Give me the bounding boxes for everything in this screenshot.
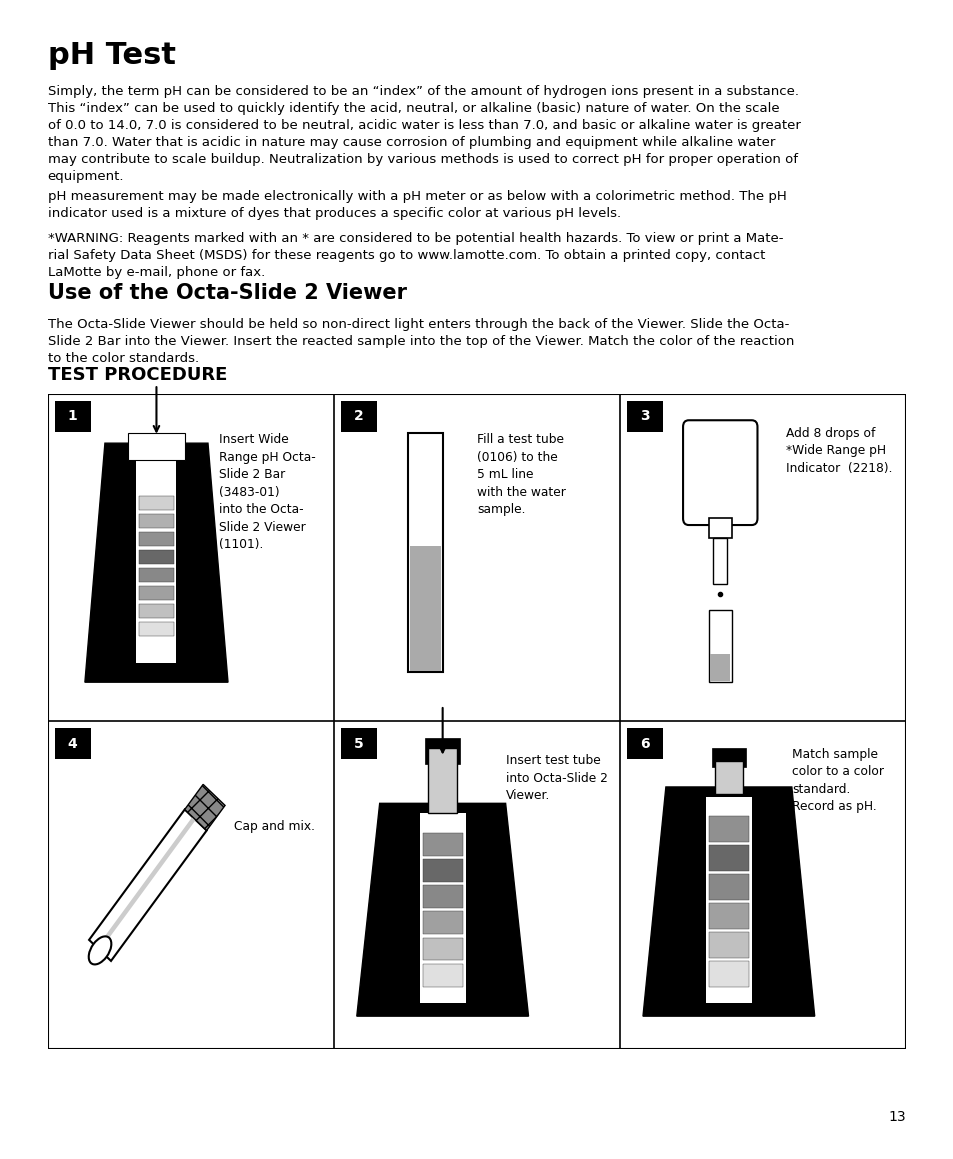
Bar — [128, 433, 185, 459]
Bar — [422, 938, 462, 961]
Polygon shape — [85, 443, 228, 683]
Bar — [709, 655, 730, 680]
Bar — [422, 885, 462, 909]
Bar — [422, 964, 462, 986]
Bar — [708, 961, 748, 986]
Bar — [626, 728, 662, 759]
Bar — [708, 518, 731, 538]
Polygon shape — [96, 817, 195, 950]
Bar — [139, 604, 173, 619]
Bar — [708, 903, 748, 928]
FancyBboxPatch shape — [682, 421, 757, 525]
Bar — [422, 833, 462, 855]
Polygon shape — [185, 785, 225, 831]
Bar — [419, 814, 465, 1003]
Bar — [139, 513, 173, 529]
Text: Insert Wide
Range pH Octa-
Slide 2 Bar
(3483-01)
into the Octa-
Slide 2 Viewer
(: Insert Wide Range pH Octa- Slide 2 Bar (… — [219, 433, 315, 552]
Bar — [626, 401, 662, 432]
Bar — [708, 874, 748, 899]
Bar — [136, 453, 176, 663]
Bar — [708, 932, 748, 957]
Text: Fill a test tube
(0106) to the
5 mL line
with the water
sample.: Fill a test tube (0106) to the 5 mL line… — [476, 433, 565, 517]
Polygon shape — [642, 787, 814, 1016]
Text: 3: 3 — [639, 409, 649, 423]
Text: Insert test tube
into Octa-Slide 2
Viewer.: Insert test tube into Octa-Slide 2 Viewe… — [505, 755, 607, 802]
Bar — [708, 816, 748, 843]
Text: 4: 4 — [68, 737, 77, 751]
Bar — [340, 728, 376, 759]
Text: pH Test: pH Test — [48, 41, 175, 70]
Bar — [422, 859, 462, 882]
Bar — [714, 760, 742, 794]
Bar — [425, 738, 459, 764]
Text: Simply, the term pH can be considered to be an “index” of the amount of hydrogen: Simply, the term pH can be considered to… — [48, 85, 800, 183]
Bar — [708, 845, 748, 872]
Ellipse shape — [89, 936, 112, 964]
Text: *WARNING: Reagents marked with an * are considered to be potential health hazard: *WARNING: Reagents marked with an * are … — [48, 232, 782, 279]
Bar — [422, 911, 462, 934]
Bar — [705, 796, 751, 1003]
Bar — [139, 532, 173, 546]
Bar — [139, 585, 173, 600]
Text: Use of the Octa-Slide 2 Viewer: Use of the Octa-Slide 2 Viewer — [48, 283, 406, 302]
Bar — [54, 401, 91, 432]
Text: Match sample
color to a color
standard.
Record as pH.: Match sample color to a color standard. … — [791, 748, 882, 814]
Bar — [408, 433, 442, 672]
Text: Cap and mix.: Cap and mix. — [233, 819, 314, 832]
Bar — [54, 728, 91, 759]
Bar — [712, 538, 726, 584]
Polygon shape — [89, 809, 207, 961]
Polygon shape — [356, 803, 528, 1016]
Bar — [428, 748, 456, 814]
Text: pH measurement may be made electronically with a pH meter or as below with a col: pH measurement may be made electronicall… — [48, 190, 785, 220]
Bar — [139, 549, 173, 564]
Bar — [708, 610, 731, 683]
Text: 13: 13 — [888, 1110, 905, 1124]
Bar — [340, 401, 376, 432]
Text: TEST PROCEDURE: TEST PROCEDURE — [48, 366, 227, 385]
Text: 1: 1 — [68, 409, 77, 423]
Text: Add 8 drops of
*Wide Range pH
Indicator  (2218).: Add 8 drops of *Wide Range pH Indicator … — [785, 427, 892, 475]
Text: The Octa-Slide Viewer should be held so non-direct light enters through the back: The Octa-Slide Viewer should be held so … — [48, 318, 793, 365]
Bar — [139, 496, 173, 510]
Text: 5: 5 — [354, 737, 363, 751]
Bar — [139, 621, 173, 636]
Text: 2: 2 — [354, 409, 363, 423]
Text: 6: 6 — [639, 737, 649, 751]
Bar — [409, 546, 440, 671]
Bar — [711, 748, 745, 767]
Bar — [139, 568, 173, 582]
